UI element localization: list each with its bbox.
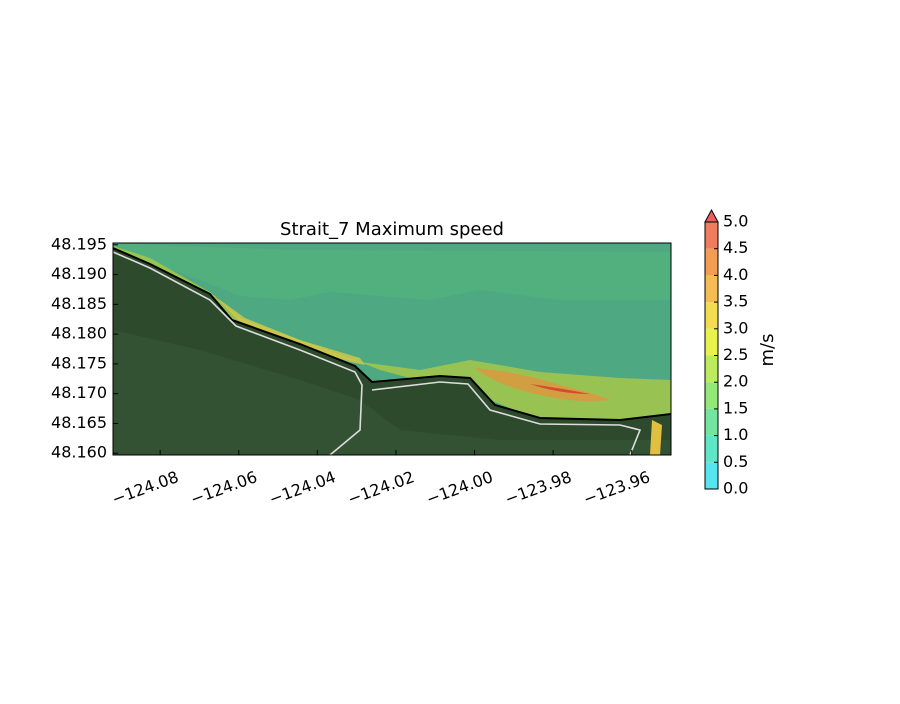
x-tick-label: −123.98 <box>502 467 574 509</box>
y-tick-label: 48.195 <box>51 234 107 253</box>
map-image <box>113 243 671 455</box>
x-tick-label: −123.96 <box>581 467 653 509</box>
y-tick-label: 48.185 <box>51 294 107 313</box>
x-tick-label: −124.02 <box>345 467 417 509</box>
colorbar-tick-label: 1.0 <box>723 425 748 444</box>
colorbar-tick-label: 2.5 <box>723 345 748 364</box>
chart-title: Strait_7 Maximum speed <box>280 219 504 240</box>
colorbar-tick-label: 3.5 <box>723 292 748 311</box>
colorbar-band <box>705 222 718 249</box>
y-tick-label: 48.170 <box>51 383 107 402</box>
y-tick-label: 48.175 <box>51 353 107 372</box>
colorbar-tick-label: 0.5 <box>723 452 748 471</box>
colorbar-band <box>705 408 718 436</box>
colorbar-label: m/s <box>757 334 778 367</box>
x-tick-label: −124.04 <box>267 467 339 509</box>
colorbar-band <box>705 435 718 463</box>
colorbar-band <box>705 355 718 383</box>
colorbar-tick-label: 1.5 <box>723 398 748 417</box>
colorbar-band <box>705 462 718 489</box>
x-tick-label: −124.06 <box>188 467 260 509</box>
colorbar-tick-label: 0.0 <box>723 479 748 498</box>
colorbar-tick-label: 4.5 <box>723 238 748 257</box>
colorbar-tick-label: 3.0 <box>723 318 748 337</box>
x-tick-label: −124.00 <box>424 467 496 509</box>
colorbar-band <box>705 328 718 356</box>
y-tick-label: 48.165 <box>51 413 107 432</box>
colorbar-band <box>705 275 718 303</box>
y-tick-label: 48.160 <box>51 443 107 462</box>
y-tick-label: 48.190 <box>51 264 107 283</box>
colorbar-tick-label: 2.0 <box>723 372 748 391</box>
colorbar-tick-label: 5.0 <box>723 212 748 231</box>
axes-frame <box>112 242 672 456</box>
colorbar-band <box>705 248 718 276</box>
colorbar-extend <box>704 208 719 223</box>
colorbar-band <box>705 302 718 329</box>
colorbar-band <box>705 382 718 409</box>
y-tick-label: 48.180 <box>51 324 107 343</box>
x-tick-label: −124.08 <box>109 467 181 509</box>
colorbar-tick-label: 4.0 <box>723 265 748 284</box>
